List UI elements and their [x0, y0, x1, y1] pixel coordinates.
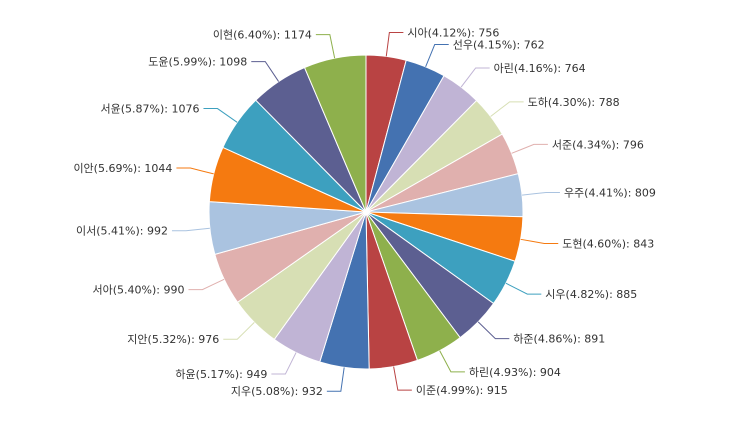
pie-leader-line-서윤 — [203, 108, 238, 123]
pie-leader-line-지우 — [326, 367, 345, 392]
pie-label-이서: 이서(5.41%): 992 — [76, 225, 168, 238]
pie-label-시우: 시우(4.82%): 885 — [545, 288, 637, 301]
pie-label-하린: 하린(4.93%): 904 — [469, 365, 561, 379]
pie-leader-line-서아 — [188, 278, 225, 291]
pie-label-선우: 선우(4.15%): 762 — [453, 39, 545, 52]
pie-label-우주: 우주(4.41%): 809 — [564, 186, 656, 199]
pie-leader-line-이안 — [176, 167, 214, 175]
pie-slices — [208, 54, 524, 370]
pie-label-하준: 하준(4.86%): 891 — [513, 332, 605, 346]
pie-leader-line-하윤 — [271, 352, 297, 375]
pie-leader-line-이서 — [171, 227, 210, 232]
pie-leader-line-도하 — [490, 101, 524, 117]
pie-leader-line-우주 — [522, 191, 560, 196]
pie-label-시아: 시아(4.12%): 756 — [407, 27, 499, 40]
pie-label-서아: 서아(5.40%): 990 — [92, 284, 184, 297]
pie-label-지우: 지우(5.08%): 932 — [231, 385, 323, 398]
pie-leader-line-도윤 — [251, 61, 280, 82]
pie-leader-line-이현 — [315, 34, 336, 59]
pie-leader-line-지안 — [223, 322, 255, 340]
pie-label-이현: 이현(6.40%): 1174 — [213, 29, 312, 42]
pie-leader-line-하준 — [477, 321, 510, 340]
pie-label-도현: 도현(4.60%): 843 — [562, 237, 654, 250]
pie-label-도윤: 도윤(5.99%): 1098 — [148, 56, 247, 69]
pie-leader-line-시아 — [385, 32, 404, 57]
pie-label-하윤: 하윤(5.17%): 949 — [175, 367, 267, 381]
pie-leader-line-도현 — [520, 238, 559, 244]
pie-leader-line-선우 — [425, 44, 449, 67]
pie-label-서윤: 서윤(5.87%): 1076 — [101, 103, 200, 116]
pie-leader-line-아린 — [460, 67, 490, 88]
pie-label-아린: 아린(4.16%): 764 — [494, 62, 586, 75]
pie-leader-line-이준 — [393, 366, 412, 391]
pie-leader-line-하린 — [439, 350, 465, 373]
pie-label-도하: 도하(4.30%): 788 — [528, 95, 620, 109]
pie-leader-line-서준 — [511, 143, 548, 154]
pie-leader-lines — [171, 32, 560, 392]
pie-slice-이현[interactable] — [303, 54, 367, 213]
pie-label-이안: 이안(5.69%): 1044 — [73, 162, 172, 175]
pie-label-서준: 서준(4.34%): 796 — [552, 138, 644, 151]
pie-label-이준: 이준(4.99%): 915 — [416, 384, 508, 397]
pie-leader-line-시우 — [505, 282, 542, 295]
pie-label-지안: 지안(5.32%): 976 — [127, 333, 219, 346]
